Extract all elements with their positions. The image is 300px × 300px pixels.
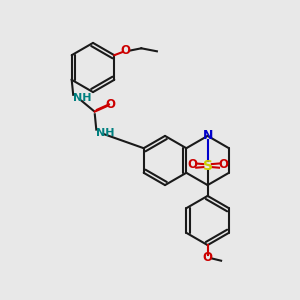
Text: N: N (202, 129, 213, 142)
Text: NH: NH (73, 93, 92, 103)
Text: O: O (202, 251, 213, 264)
Text: O: O (218, 158, 228, 171)
Text: O: O (121, 44, 131, 57)
Text: O: O (187, 158, 197, 171)
Text: O: O (105, 98, 116, 111)
Text: S: S (202, 159, 213, 173)
Text: NH: NH (96, 128, 115, 138)
